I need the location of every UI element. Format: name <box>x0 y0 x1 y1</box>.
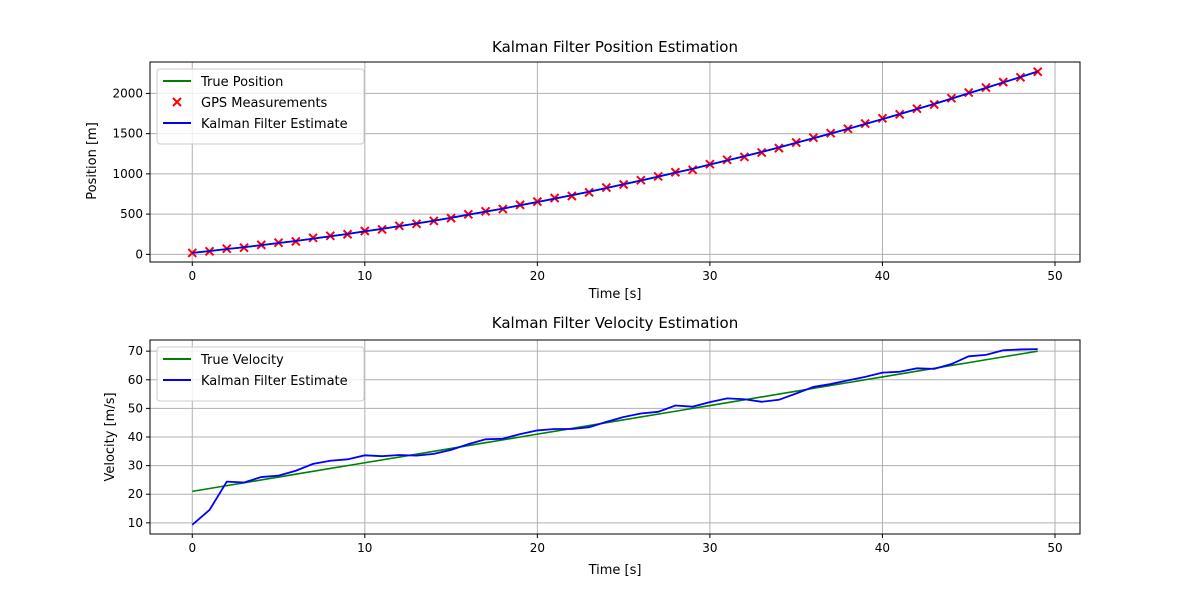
velocity-ytick-label: 10 <box>128 516 143 530</box>
position-kalman-filter-estimate-line <box>192 70 1039 254</box>
velocity-xtick-label: 20 <box>530 541 545 555</box>
velocity-ytick-label: 30 <box>128 459 143 473</box>
velocity-ytick-label: 70 <box>128 344 143 358</box>
position-gps-measurements-point <box>687 165 698 175</box>
position-ytick-label: 1500 <box>112 127 143 141</box>
velocity-ytick-label: 20 <box>128 487 143 501</box>
position-xtick-label: 50 <box>1047 269 1062 283</box>
velocity-legend: True Velocity Kalman Filter Estimate <box>156 346 365 402</box>
velocity-frame <box>149 339 1081 535</box>
velocity-legend-box <box>156 346 365 402</box>
position-legend-true-position-label: True Position <box>200 75 283 90</box>
velocity-ytick-label: 40 <box>128 430 143 444</box>
position-ylabel: Position [m] <box>85 122 100 200</box>
position-axes: Kalman Filter Position Estimation Time [… <box>85 38 1081 302</box>
position-ytick-label: 1000 <box>112 167 143 181</box>
position-xtick-label: 40 <box>875 269 890 283</box>
position-legend: True Position GPS Measurements Kalman Filt… <box>156 68 365 145</box>
velocity-xtick-label: 40 <box>875 541 890 555</box>
position-legend-kalman-filter-estimate-label: Kalman Filter Estimate <box>201 117 348 132</box>
position-ytick-label: 2000 <box>112 86 143 100</box>
velocity-axes: Kalman Filter Velocity Estimation Time [… <box>103 314 1081 578</box>
position-frame <box>149 61 1081 263</box>
velocity-kalman-filter-estimate-line <box>191 348 1038 526</box>
position-title: Kalman Filter Position Estimation <box>492 38 738 56</box>
position-xtick-label: 20 <box>530 269 545 283</box>
position-xtick-label: 10 <box>357 269 372 283</box>
velocity-legend-true-velocity-label: True Velocity <box>200 353 284 368</box>
position-xlabel: Time [s] <box>588 287 642 302</box>
velocity-xtick-label: 30 <box>702 541 717 555</box>
position-xtick-label: 30 <box>702 269 717 283</box>
velocity-ylabel: Velocity [m/s] <box>103 392 118 481</box>
velocity-xtick-label: 0 <box>188 541 196 555</box>
velocity-legend-kalman-filter-estimate-label: Kalman Filter Estimate <box>201 374 348 389</box>
velocity-title: Kalman Filter Velocity Estimation <box>492 314 738 332</box>
velocity-ytick-label: 60 <box>128 373 143 387</box>
position-ytick-label: 0 <box>135 247 143 261</box>
position-xtick-label: 0 <box>188 269 196 283</box>
position-legend-gps-measurements-label: GPS Measurements <box>201 96 328 111</box>
velocity-ytick-label: 50 <box>128 401 143 415</box>
position-legend-gps-measurements-swatch <box>172 97 182 107</box>
velocity-xlabel: Time [s] <box>588 563 642 578</box>
position-ytick-label: 500 <box>120 207 143 221</box>
velocity-xtick-label: 50 <box>1047 541 1062 555</box>
velocity-xtick-label: 10 <box>357 541 372 555</box>
position-legend-box <box>156 68 365 145</box>
velocity-true-velocity-line <box>192 350 1038 493</box>
velocity-grid <box>150 340 1080 534</box>
